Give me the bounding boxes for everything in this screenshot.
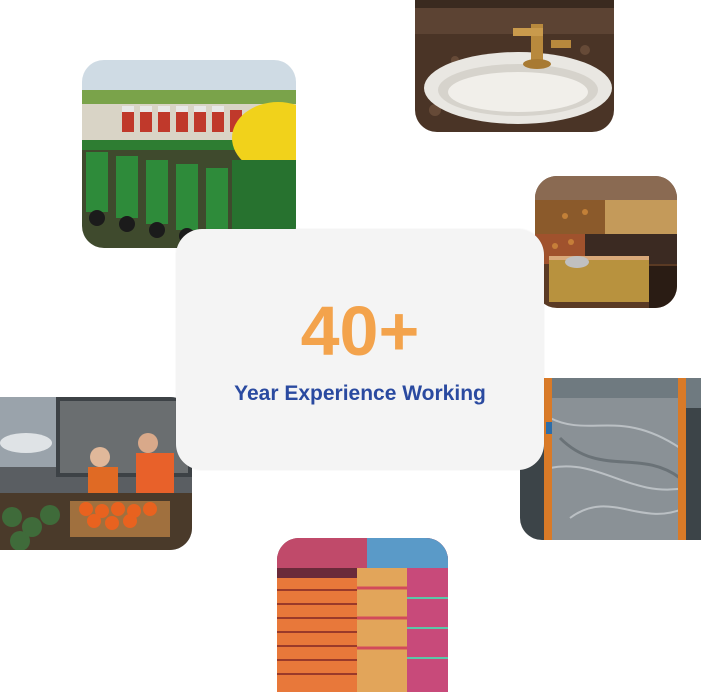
textiles-photo <box>277 538 448 692</box>
experience-years-number: 40+ <box>300 292 420 370</box>
farm-planter-photo <box>82 60 296 248</box>
washbasin-photo <box>415 0 614 132</box>
marble-slab-photo <box>520 378 701 540</box>
experience-stat-card: 40+ Year Experience Working <box>176 229 544 470</box>
spices-photo <box>535 176 677 308</box>
cargo-produce-photo <box>0 397 192 550</box>
experience-label: Year Experience Working <box>234 382 486 405</box>
